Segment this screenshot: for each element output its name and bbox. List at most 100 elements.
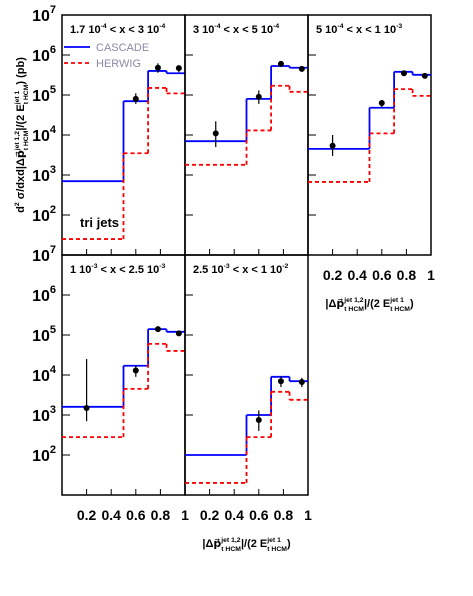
y-tick-exponent: 7 — [50, 4, 56, 16]
text-part: ) (pb) — [15, 57, 27, 85]
y-tick-label: 104 — [32, 124, 57, 145]
data-point — [400, 70, 407, 77]
legend-label: CASCADE — [96, 42, 149, 54]
text-part: p⃗ — [213, 538, 221, 550]
x-tick-label: 0.2 — [200, 507, 220, 523]
x-tick-label: 0.6 — [249, 507, 269, 523]
text-part: jet 1,2 — [14, 131, 21, 152]
data-point — [175, 65, 182, 72]
y-tick-base: 10 — [32, 328, 50, 345]
text-part: -3 — [91, 263, 97, 270]
text-part: 1.7 10 — [70, 24, 101, 36]
x-tick-label: 0.4 — [347, 267, 367, 283]
y-tick-label: 106 — [32, 284, 56, 305]
text-part: jet 1 — [266, 537, 281, 544]
text-part: |/(2 E — [364, 298, 390, 310]
y-tick-exponent: 4 — [50, 124, 57, 136]
data-point — [298, 378, 305, 385]
legend-label: HERWIG — [96, 58, 141, 70]
text-part: d — [15, 206, 27, 213]
text-part: 1 10 — [70, 264, 91, 276]
text-part: 3 10 — [193, 24, 214, 36]
y-tick-base: 10 — [32, 208, 50, 225]
data-point — [212, 130, 219, 137]
rich-text: 5 10-4 < x < 1 10-3 — [316, 23, 402, 36]
text-part: 5 10 — [316, 24, 337, 36]
text-part: -3 — [224, 263, 230, 270]
text-part: < x < 1 10 — [343, 24, 396, 36]
y-tick-base: 10 — [32, 48, 50, 65]
text-part: |Δ — [202, 538, 213, 550]
data-point — [154, 64, 161, 71]
y-tick-exponent: 6 — [50, 284, 56, 296]
text-part: t HCM — [23, 130, 30, 150]
y-tick-base: 10 — [32, 128, 50, 145]
x-tick-label: 0.2 — [323, 267, 343, 283]
text-part: -3 — [159, 263, 165, 270]
text-part: < x < 2.5 10 — [97, 264, 159, 276]
text-part: t HCM — [267, 546, 287, 553]
y-tick-base: 10 — [32, 8, 50, 25]
text-part: jet 1 — [14, 90, 21, 105]
y-tick-label: 107 — [32, 244, 56, 265]
text-part: -2 — [282, 263, 288, 270]
rich-text: |Δp⃗jet 1,2 t HCM|/(2 Ejet 1 t HCM) — [202, 537, 291, 553]
text-part: -4 — [337, 23, 343, 30]
text-part: |/(2 E — [15, 104, 27, 130]
y-tick-base: 10 — [32, 168, 50, 185]
y-tick-base: 10 — [32, 368, 50, 385]
data-point — [83, 404, 90, 411]
y-tick-exponent: 2 — [50, 204, 56, 216]
text-part: ) — [410, 298, 414, 310]
text-part: < x < 5 10 — [220, 24, 273, 36]
y-tick-label: 102 — [32, 444, 56, 465]
data-point — [378, 100, 385, 107]
y-tick-exponent: 6 — [50, 44, 56, 56]
text-part: 2 — [14, 202, 21, 206]
text-part: jet 1 — [389, 297, 404, 304]
y-tick-exponent: 3 — [50, 164, 56, 176]
y-tick-exponent: 7 — [50, 244, 56, 256]
text-part: -4 — [101, 23, 107, 30]
x-tick-label: 0.8 — [397, 267, 417, 283]
data-point — [154, 326, 161, 333]
text-part: < x < 3 10 — [107, 24, 160, 36]
y-tick-label: 105 — [32, 324, 56, 345]
rich-text: 2.5 10-3 < x < 1 10-2 — [193, 263, 289, 276]
y-tick-label: 102 — [32, 204, 56, 225]
text-part: 2.5 10 — [193, 264, 224, 276]
data-point — [277, 378, 284, 385]
y-tick-label: 105 — [32, 84, 56, 105]
text-part: -4 — [214, 23, 220, 30]
y-tick-exponent: 4 — [50, 364, 57, 376]
y-tick-exponent: 3 — [50, 404, 56, 416]
y-tick-label: 106 — [32, 44, 56, 65]
text-part: -4 — [273, 23, 279, 30]
text-part: |/(2 E — [241, 538, 267, 550]
x-tick-label: 0.4 — [224, 507, 244, 523]
data-point — [175, 330, 182, 337]
rich-text: |Δp⃗jet 1,2 t HCM|/(2 Ejet 1 t HCM) — [325, 297, 414, 313]
text-part: t HCM — [221, 546, 241, 553]
y-tick-label: 104 — [32, 364, 57, 385]
x-tick-label: 1 — [181, 507, 189, 523]
x-tick-label: 0.6 — [126, 507, 146, 523]
x-tick-label: 1 — [304, 507, 312, 523]
text-part: |Δ — [325, 298, 336, 310]
text-part: p⃗ — [15, 150, 27, 158]
annotation: tri jets — [80, 215, 119, 230]
text-part: t HCM — [390, 306, 410, 313]
data-point — [132, 367, 139, 374]
x-tick-label: 0.8 — [151, 507, 171, 523]
x-tick-label: 0.6 — [372, 267, 392, 283]
y-tick-base: 10 — [32, 88, 50, 105]
y-tick-exponent: 5 — [50, 84, 56, 96]
text-part: t HCM — [23, 84, 30, 104]
y-tick-label: 103 — [32, 404, 56, 425]
y-tick-label: 103 — [32, 164, 56, 185]
y-tick-base: 10 — [32, 248, 50, 265]
text-part: t HCM — [344, 306, 364, 313]
data-point — [298, 65, 305, 72]
